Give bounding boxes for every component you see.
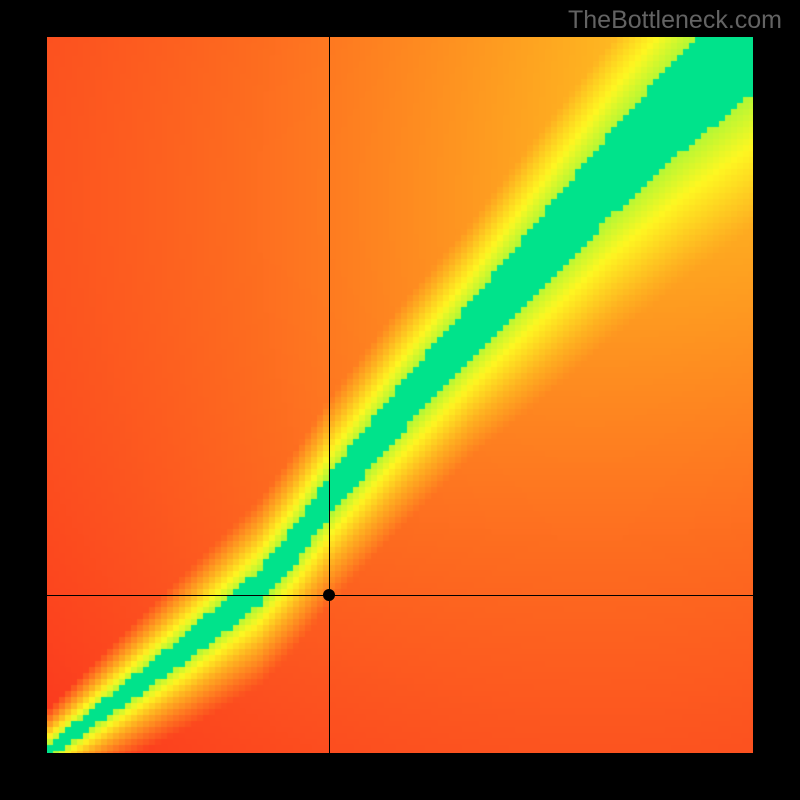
heatmap-plot-area	[47, 37, 753, 753]
heatmap-canvas	[47, 37, 753, 753]
chart-stage: TheBottleneck.com	[0, 0, 800, 800]
watermark-text: TheBottleneck.com	[568, 6, 782, 35]
